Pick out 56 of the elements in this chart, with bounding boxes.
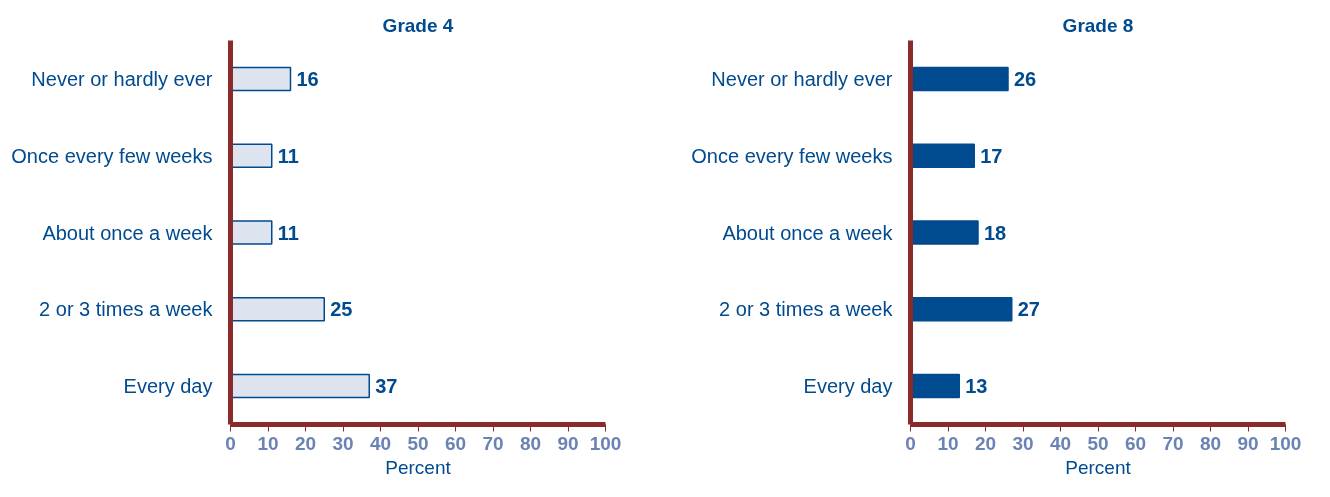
bar xyxy=(910,220,979,245)
x-tick-label: 50 xyxy=(1087,432,1109,454)
data-label: 13 xyxy=(965,375,988,398)
x-axis-title: Percent xyxy=(385,456,452,478)
x-tick-label: 70 xyxy=(482,432,504,454)
x-tick-label: 100 xyxy=(589,432,622,454)
chart-title: Grade 4 xyxy=(382,14,454,36)
data-label: 27 xyxy=(1017,298,1040,321)
x-tick-label: 30 xyxy=(332,432,354,454)
data-label: 17 xyxy=(980,144,1003,167)
bar xyxy=(910,143,975,168)
y-tick-label: 2 or 3 times a week xyxy=(719,298,894,321)
y-tick-label: Never or hardly ever xyxy=(711,67,893,90)
x-tick-label: 20 xyxy=(294,432,317,454)
y-tick-label: Every day xyxy=(123,375,213,398)
x-tick-label: 30 xyxy=(1012,432,1034,454)
bar xyxy=(230,66,292,92)
y-tick-label: Once every few weeks xyxy=(11,144,213,167)
data-label: 25 xyxy=(330,298,353,321)
x-tick-label: 80 xyxy=(519,432,542,454)
x-tick-label: 100 xyxy=(1269,432,1302,454)
data-label: 18 xyxy=(984,221,1007,244)
x-tick-label: 90 xyxy=(557,432,579,454)
x-tick-label: 20 xyxy=(974,432,997,454)
x-tick-label: 60 xyxy=(1124,432,1147,454)
y-tick-label: 2 or 3 times a week xyxy=(39,298,214,321)
x-tick-label: 60 xyxy=(444,432,467,454)
x-tick-label: 40 xyxy=(1049,432,1072,454)
chart-title: Grade 8 xyxy=(1062,14,1134,36)
data-label: 26 xyxy=(1014,67,1037,90)
x-tick-label: 10 xyxy=(937,432,959,454)
y-tick-label: Every day xyxy=(803,375,893,398)
x-tick-label: 10 xyxy=(257,432,279,454)
bar xyxy=(910,66,1009,92)
x-tick-label: 40 xyxy=(369,432,392,454)
bar xyxy=(230,220,273,245)
bar xyxy=(230,297,325,322)
x-tick-label: 50 xyxy=(407,432,429,454)
y-tick-label: Once every few weeks xyxy=(691,144,893,167)
bar xyxy=(910,297,1013,322)
bar xyxy=(230,143,273,168)
bar xyxy=(230,373,370,399)
x-tick-label: 80 xyxy=(1199,432,1222,454)
x-axis-title: Percent xyxy=(1065,456,1132,478)
y-tick-label: About once a week xyxy=(42,221,214,244)
x-tick-label: 0 xyxy=(905,432,916,454)
y-tick-label: About once a week xyxy=(722,221,894,244)
data-label: 11 xyxy=(277,144,299,167)
y-tick-label: Never or hardly ever xyxy=(31,67,213,90)
x-tick-label: 0 xyxy=(225,432,236,454)
data-label: 11 xyxy=(277,221,299,244)
data-label: 37 xyxy=(375,375,398,398)
x-tick-label: 70 xyxy=(1162,432,1184,454)
x-tick-label: 90 xyxy=(1237,432,1259,454)
bar xyxy=(910,373,960,399)
data-label: 16 xyxy=(296,67,319,90)
